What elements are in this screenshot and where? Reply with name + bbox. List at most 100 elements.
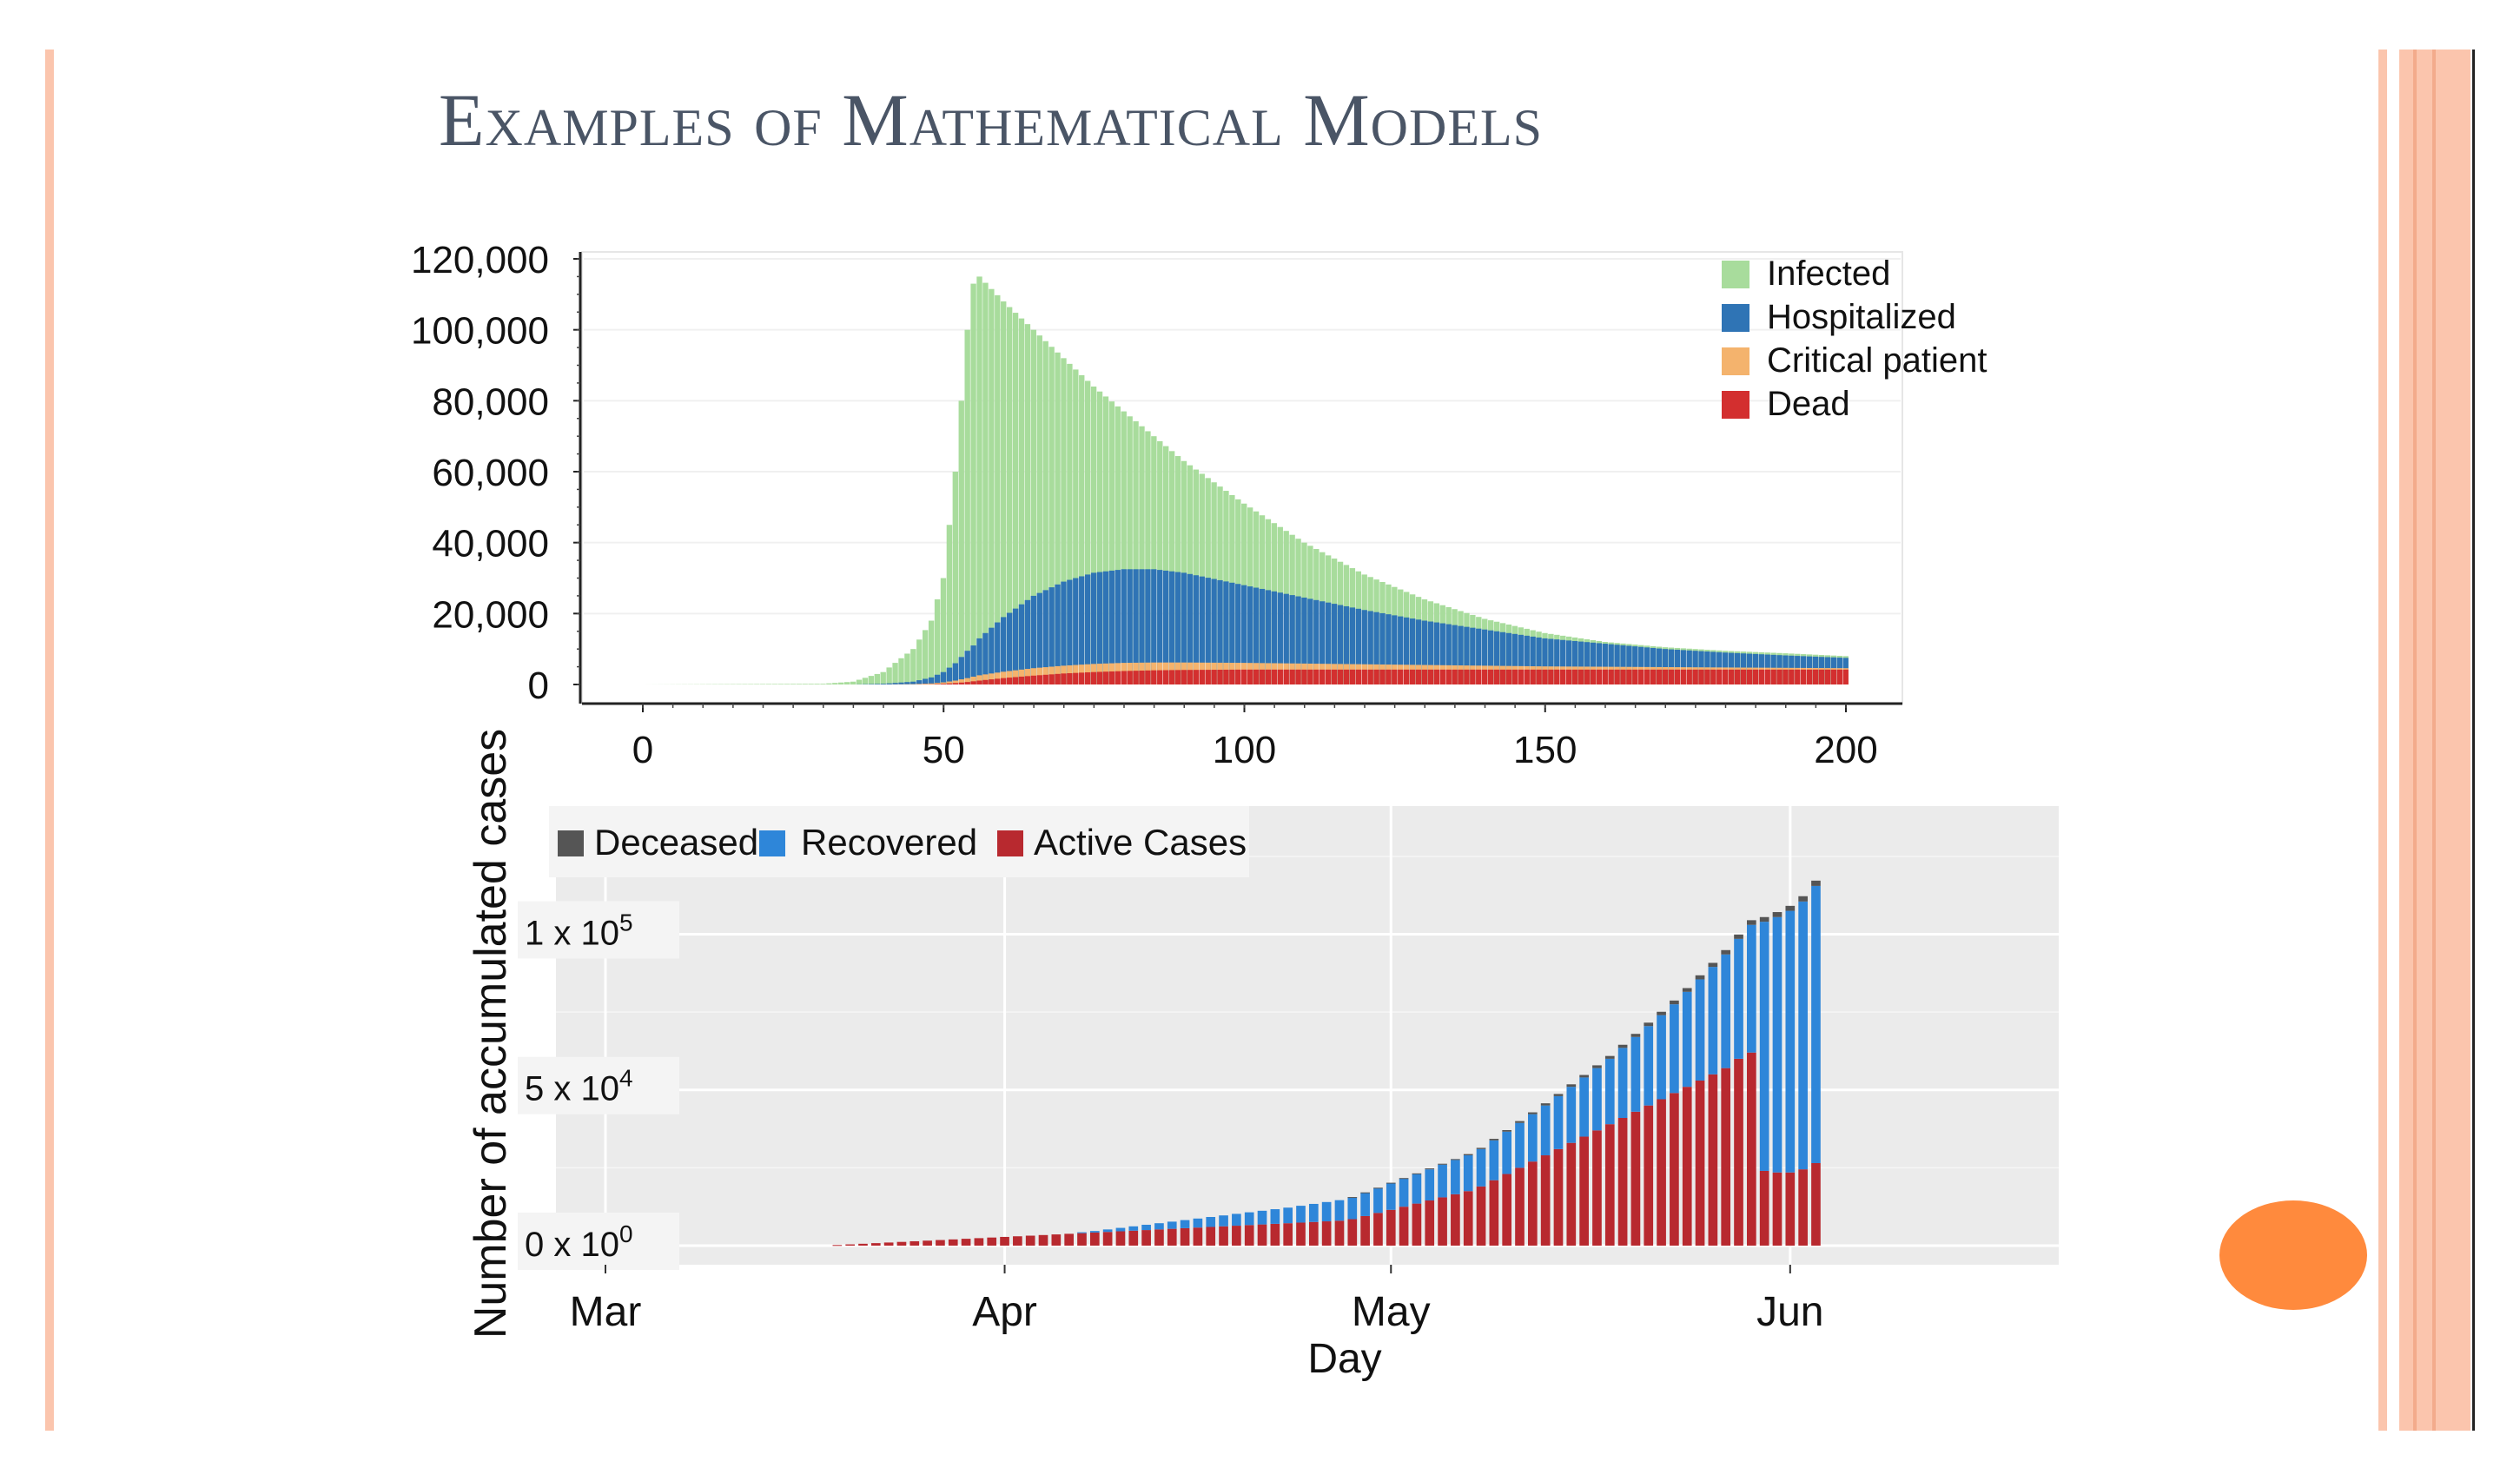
- chart2-y-tick-label: 0 x 100: [525, 1220, 633, 1264]
- chart1-bar-infected: [1151, 436, 1157, 684]
- chart2-bar-recovered: [1386, 1183, 1396, 1210]
- chart1-bars: [645, 276, 1849, 684]
- chart1-bar-hospitalized: [1386, 614, 1392, 684]
- chart2-bar-active-cases: [1708, 1074, 1718, 1246]
- chart1-bar-hospitalized: [1247, 586, 1253, 684]
- chart1-bar-hospitalized: [1163, 570, 1169, 684]
- chart2-bar-deceased: [1630, 1034, 1641, 1037]
- chart1-bar-dead: [1325, 669, 1332, 684]
- chart1-bar-dead: [970, 681, 976, 684]
- right-stripe-3: [2413, 50, 2417, 1431]
- chart1-bar-infected: [1145, 431, 1151, 684]
- chart1-bar-hospitalized: [1133, 569, 1139, 684]
- chart1-bar-hospitalized: [1433, 622, 1440, 684]
- chart2-bar-recovered: [1334, 1200, 1345, 1221]
- chart2-bar-active-cases: [1257, 1224, 1267, 1246]
- chart1-bar-dead: [1048, 674, 1055, 684]
- chart1-bar-dead: [1487, 669, 1494, 684]
- chart1-bar-hospitalized: [1614, 645, 1620, 684]
- chart1-bar-dead: [1307, 669, 1313, 684]
- chart2-bar-deceased: [1515, 1121, 1525, 1123]
- chart2-bar-active-cases: [1167, 1228, 1177, 1246]
- chart1-bar-hospitalized: [1307, 598, 1313, 684]
- chart1-bar-dead: [1001, 678, 1007, 684]
- chart2-bar-deceased: [1811, 880, 1821, 886]
- chart1-bar-dead: [1229, 669, 1235, 684]
- chart1-bar-infected: [862, 678, 869, 684]
- chart1-bar-hospitalized: [1427, 621, 1434, 684]
- chart1-bar-hospitalized: [1145, 569, 1151, 684]
- chart2-bar-active-cases: [1360, 1215, 1370, 1246]
- chart1-bar-dead: [1728, 669, 1735, 684]
- chart2-bar-deceased: [1747, 920, 1756, 925]
- chart1-legend-swatch: [1722, 391, 1749, 419]
- chart1-bar-dead: [1493, 669, 1500, 684]
- chart2-bar-recovered: [1308, 1203, 1319, 1222]
- chart1-bar-hospitalized: [1602, 644, 1608, 684]
- chart2-bar-recovered: [1283, 1207, 1293, 1224]
- chart1-bar-hospitalized: [1596, 643, 1602, 684]
- chart1-bar-hospitalized: [1090, 572, 1097, 684]
- chart1-bar-infected: [1012, 313, 1019, 684]
- chart1-bar-hospitalized: [923, 678, 929, 684]
- chart1-bar-dead: [1716, 669, 1723, 684]
- chart2-bar-active-cases: [1128, 1230, 1139, 1246]
- chart2-bar-deceased: [1592, 1065, 1602, 1068]
- chart1-bar-hospitalized: [1018, 604, 1025, 684]
- chart2-bar-active-cases: [1489, 1180, 1499, 1246]
- chart1-bar-hospitalized: [898, 682, 904, 684]
- chart2-bar-recovered: [1321, 1201, 1332, 1222]
- chart2-bar-active-cases: [1321, 1221, 1332, 1246]
- chart2-legend-swatch: [997, 830, 1023, 856]
- chart2-bar-active-cases: [1244, 1225, 1254, 1246]
- chart1-bar-infected: [970, 283, 976, 684]
- chart1-bar-dead: [1499, 669, 1506, 684]
- chart1-bar-infected: [843, 682, 850, 684]
- chart2-y-tick-label: 5 x 104: [525, 1065, 633, 1108]
- chart1-bar-infected: [1102, 396, 1109, 684]
- chart2-x-tick-label: May: [1352, 1289, 1431, 1335]
- chart2-bar-recovered: [1785, 910, 1796, 1173]
- chart1-bar-infected: [1055, 352, 1061, 684]
- chart2-bar-active-cases: [1102, 1232, 1113, 1246]
- chart2-bar-recovered: [1463, 1155, 1473, 1192]
- chart1-bar-critical-patient: [958, 679, 964, 684]
- chart1-bar-hospitalized: [1283, 593, 1289, 684]
- chart1-bar-infected: [1127, 416, 1133, 684]
- chart1-bar-hospitalized: [1476, 628, 1482, 684]
- chart2-bar-recovered: [1566, 1087, 1577, 1143]
- chart1-bar-infected: [904, 653, 910, 684]
- chart2-bar-active-cases: [1592, 1130, 1602, 1246]
- chart1-bar-hospitalized: [1157, 570, 1163, 684]
- chart1-bar-infected: [856, 679, 863, 684]
- chart2-bar-recovered: [1438, 1164, 1447, 1198]
- chart1-bar-dead: [1343, 669, 1350, 684]
- chart2-bar-deceased: [1617, 1044, 1628, 1048]
- chart1-bar-dead: [1398, 669, 1404, 684]
- chart2-bar-active-cases: [1386, 1209, 1396, 1246]
- chart2-bar-recovered: [1128, 1226, 1139, 1231]
- chart2-bar-deceased: [1759, 916, 1769, 922]
- chart2-bar-active-cases: [961, 1239, 971, 1246]
- chart2-bar-active-cases: [1553, 1148, 1564, 1246]
- chart1-bar-hospitalized: [1012, 608, 1019, 684]
- chart2-bar-active-cases: [1759, 1170, 1769, 1246]
- chart1-bar-infected: [916, 639, 923, 684]
- chart2-bar-recovered: [1232, 1213, 1241, 1227]
- chart2-bar-active-cases: [1206, 1227, 1216, 1246]
- chart1-bar-dead: [1253, 669, 1260, 684]
- chart2-bar-deceased: [1772, 912, 1783, 917]
- chart1-bar-dead: [1067, 673, 1073, 684]
- chart1-bar-hospitalized: [952, 663, 959, 684]
- chart2-bar-deceased: [1695, 975, 1705, 980]
- chart1-bar-dead: [1662, 669, 1669, 684]
- chart1-bar-hospitalized: [1193, 575, 1200, 684]
- chart2-bar-active-cases: [832, 1245, 843, 1246]
- chart2-bar-active-cases: [1785, 1172, 1796, 1246]
- chart2-bar-deceased: [1579, 1075, 1589, 1078]
- chart1-bar-dead: [1530, 669, 1536, 684]
- chart2-bar-recovered: [1695, 979, 1705, 1081]
- chart1-bar-hospitalized: [1392, 615, 1398, 684]
- chart1-bar-dead: [1704, 669, 1710, 684]
- chart1-bar-dead: [1157, 670, 1163, 684]
